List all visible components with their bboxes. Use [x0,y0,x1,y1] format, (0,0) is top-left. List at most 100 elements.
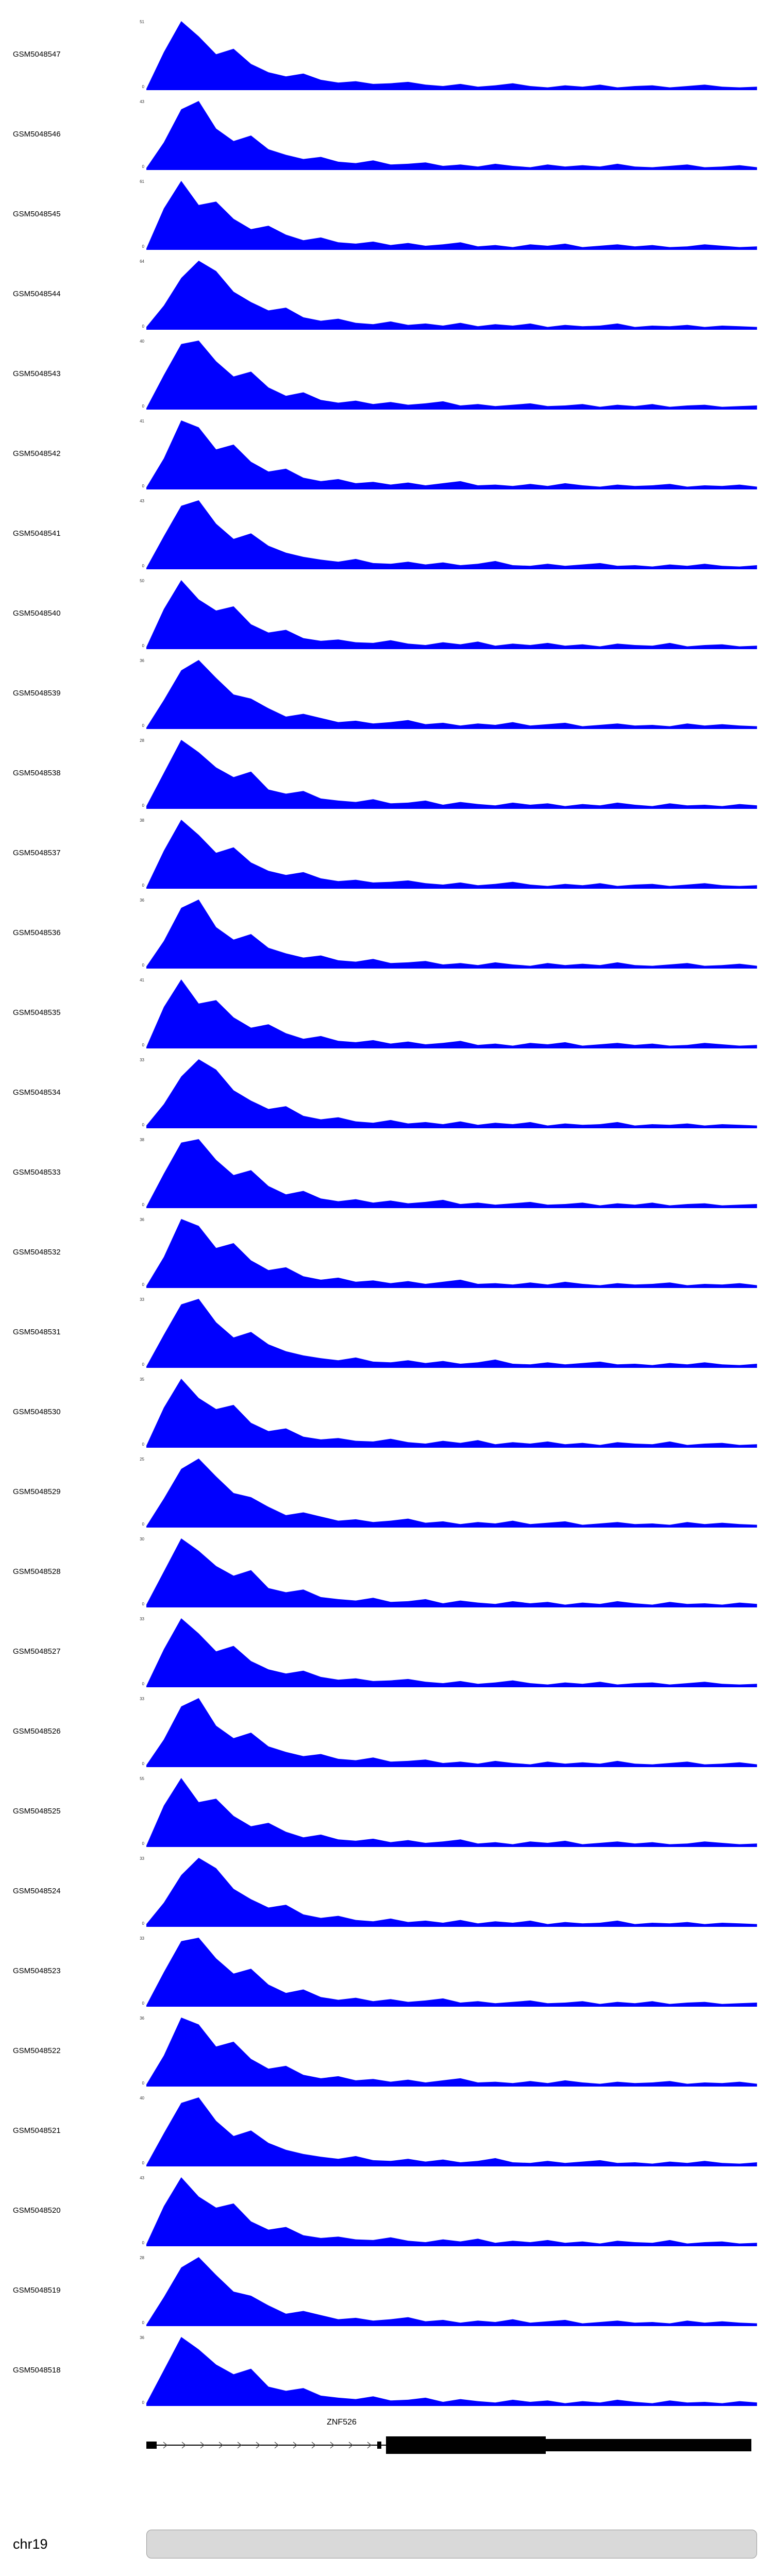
track-y-axis: 40 0 [129,2091,146,2171]
signal-area-path [146,1618,757,1687]
track-ymax-label: 33 [140,1617,144,1621]
track-ymax-label: 30 [140,1537,144,1541]
track-plot [146,813,757,893]
track-row: GSM5048529 25 0 [0,1452,773,1532]
track-label: GSM5048544 [13,290,61,298]
track-plot [146,1132,757,1212]
track-plot [146,334,757,414]
track-ymin-label: 0 [142,2400,144,2405]
track-ymin-label: 0 [142,84,144,89]
track-ymin-label: 0 [142,963,144,968]
track-y-axis: 33 0 [129,1292,146,1372]
track-plot [146,94,757,174]
track-ymin-label: 0 [142,1522,144,1527]
signal-area-chart [146,979,757,1048]
track-ymin-label: 0 [142,1362,144,1367]
track-y-axis: 33 0 [129,1053,146,1132]
strand-arrow-icon [256,2442,260,2449]
track-y-axis: 61 0 [129,174,146,254]
track-ymax-label: 43 [140,499,144,503]
signal-area-chart [146,181,757,250]
track-ymax-label: 28 [140,738,144,743]
track-ymin-label: 0 [142,2320,144,2325]
gene-glyph [146,2436,751,2454]
track-plot [146,573,757,653]
signal-area-chart [146,341,757,410]
signal-area-path [146,420,757,489]
track-label: GSM5048518 [13,2366,61,2375]
track-ymax-label: 33 [140,1297,144,1302]
track-plot [146,1452,757,1532]
track-ymax-label: 36 [140,2335,144,2340]
track-label: GSM5048532 [13,1248,61,1257]
track-label: GSM5048528 [13,1567,61,1576]
track-ymax-label: 51 [140,20,144,24]
track-row: GSM5048518 36 0 [0,2330,773,2410]
track-y-axis: 40 0 [129,334,146,414]
track-y-axis: 43 0 [129,494,146,573]
strand-arrow-icon [311,2442,316,2449]
signal-area-path [146,979,757,1048]
track-ymax-label: 41 [140,419,144,423]
track-label: GSM5048526 [13,1727,61,1736]
track-plot [146,1771,757,1851]
track-plot [146,14,757,94]
track-ymax-label: 41 [140,978,144,982]
signal-area-path [146,1459,757,1528]
track-ymax-label: 35 [140,1377,144,1382]
track-y-axis: 36 0 [129,2330,146,2410]
signal-area-path [146,1538,757,1607]
signal-area-chart [146,500,757,569]
track-label: GSM5048533 [13,1168,61,1177]
track-row: GSM5048541 43 0 [0,494,773,573]
signal-area-path [146,1059,757,1128]
track-ymax-label: 50 [140,579,144,583]
track-y-axis: 33 0 [129,1851,146,1931]
track-ymax-label: 38 [140,818,144,823]
track-plot [146,1292,757,1372]
track-plot [146,1372,757,1452]
signal-area-path [146,181,757,250]
signal-area-chart [146,1538,757,1607]
track-y-axis: 50 0 [129,573,146,653]
signal-area-chart [146,900,757,969]
strand-arrow-icon [163,2442,167,2449]
track-ymin-label: 0 [142,164,144,169]
signal-area-chart [146,1938,757,2007]
track-label: GSM5048536 [13,928,61,937]
track-label: GSM5048545 [13,210,61,218]
track-row: GSM5048532 36 0 [0,1212,773,1292]
track-row: GSM5048521 40 0 [0,2091,773,2171]
track-plot [146,893,757,973]
track-ymax-label: 43 [140,99,144,104]
signal-area-path [146,2257,757,2326]
track-ymax-label: 33 [140,1856,144,1861]
track-plot [146,1691,757,1771]
signal-area-path [146,2097,757,2166]
track-row: GSM5048531 33 0 [0,1292,773,1372]
track-label: GSM5048535 [13,1008,61,1017]
track-row: GSM5048540 50 0 [0,573,773,653]
track-label: GSM5048523 [13,1967,61,1975]
signal-area-chart [146,1219,757,1288]
track-ymax-label: 36 [140,2016,144,2021]
track-label: GSM5048541 [13,529,61,538]
track-ymin-label: 0 [142,1282,144,1287]
track-row: GSM5048525 55 0 [0,1771,773,1851]
track-ymax-label: 40 [140,339,144,344]
exon-box [546,2439,751,2451]
signal-area-path [146,660,757,729]
track-ymin-label: 0 [142,2241,144,2245]
track-row: GSM5048539 36 0 [0,653,773,733]
track-ymin-label: 0 [142,244,144,249]
track-y-axis: 30 0 [129,1532,146,1612]
gene-model: ZNF526 [146,2418,751,2454]
track-ymax-label: 64 [140,259,144,264]
signal-area-path [146,2018,757,2087]
strand-arrow-icon [237,2442,242,2449]
track-ymin-label: 0 [142,1682,144,1686]
signal-area-chart [146,740,757,809]
track-y-axis: 25 0 [129,1452,146,1532]
track-plot [146,254,757,334]
track-row: GSM5048522 36 0 [0,2011,773,2091]
